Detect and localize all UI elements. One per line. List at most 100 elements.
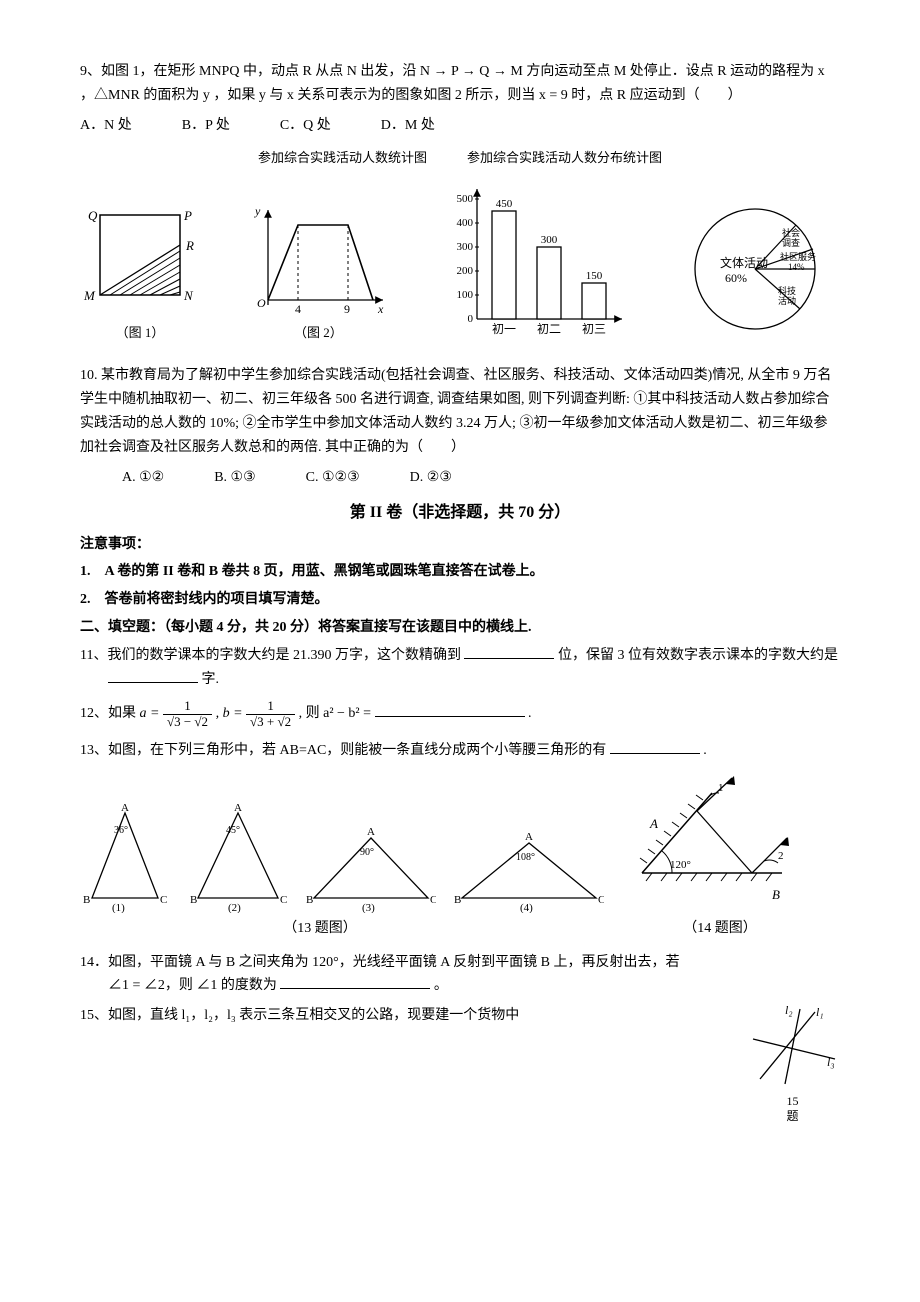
q14-l2wrap: ∠1 = ∠2，则 ∠1 的度数为 。 xyxy=(80,974,840,998)
svg-text:B: B xyxy=(454,894,461,906)
notice-head: 注意事项： xyxy=(80,533,840,557)
bar-chart: 0 100 200 300 400 500 450 初一 300 初二 150 … xyxy=(437,179,627,344)
svg-text:C: C xyxy=(280,894,287,906)
blank-14 xyxy=(280,974,430,989)
question-10: 10. 某市教育局为了解初中学生参加综合实践活动(包括社会调查、社区服务、科技活… xyxy=(80,364,840,459)
tri-1: A B C 36° (1) xyxy=(80,803,170,913)
pie-s3: 科技活动 xyxy=(778,285,796,306)
svg-text:(4): (4) xyxy=(520,902,533,913)
q11b: 位，保留 3 位有效数字表示课本的字数大约是 xyxy=(558,648,838,663)
question-11: 11、我们的数学课本的字数大约是 21.390 万字，这个数精确到 位，保留 3… xyxy=(80,644,840,692)
question-12: 12、如果 a = 1 √3 − √2 , b = 1 √3 + √2 , 则 … xyxy=(80,699,840,729)
svg-text:C: C xyxy=(160,894,167,906)
q9-opt-c: C．Q 处 xyxy=(280,114,331,138)
pie-main-p: 60% xyxy=(725,271,747,285)
q10-d: D. ②③ xyxy=(410,466,452,490)
q10-a: A. ①② xyxy=(122,466,164,490)
q14-l2: ∠1 = ∠2，则 ∠1 的度数为 xyxy=(108,978,277,993)
bv2: 300 xyxy=(540,234,557,246)
yt1: 100 xyxy=(456,289,473,301)
svg-text:B: B xyxy=(190,894,197,906)
bl2: 初二 xyxy=(537,322,561,336)
yt3: 300 xyxy=(456,241,473,253)
bv1: 450 xyxy=(495,198,512,210)
svg-text:B: B xyxy=(83,894,90,906)
yt5: 500 xyxy=(456,193,473,205)
frac1: 1 √3 − √2 xyxy=(163,699,212,729)
svg-text:A: A xyxy=(525,831,533,843)
question-9: 9、如图 1，在矩形 MNPQ 中，动点 R 从点 N 出发，沿 N → P →… xyxy=(80,60,840,108)
svg-text:l₁: l₁ xyxy=(816,1005,824,1019)
q9-text: 9、如图 1，在矩形 MNPQ 中，动点 R 从点 N 出发，沿 N → P →… xyxy=(80,64,825,103)
q10-c: C. ①②③ xyxy=(306,466,360,490)
q12-dot: . xyxy=(528,706,532,721)
lbl-M: M xyxy=(83,288,96,303)
triangle-row: A B C 36° (1) A B C 45° (2) A B C 90° (3… xyxy=(80,773,840,913)
svg-text:2: 2 xyxy=(778,850,784,862)
pie-title: 参加综合实践活动人数分布统计图 xyxy=(467,147,662,169)
question-13: 13、如图，在下列三角形中，若 AB=AC，则能被一条直线分成两个小等腰三角形的… xyxy=(80,739,840,763)
frac2: 1 √3 + √2 xyxy=(246,699,295,729)
roads-fig: l₁ l₂ l₃ 15题 xyxy=(745,1004,840,1123)
fig1-cap: （图 1） xyxy=(80,322,200,344)
roads-cap: 15题 xyxy=(745,1094,840,1123)
svg-text:B: B xyxy=(306,894,313,906)
bl3: 初三 xyxy=(582,322,606,336)
svg-text:(3): (3) xyxy=(362,902,375,913)
question-14: 14．如图，平面镜 A 与 B 之间夹角为 120°，光线经平面镜 A 反射到平… xyxy=(80,951,840,999)
q12-pre: 12、如果 xyxy=(80,706,140,721)
cap-13: （13 题图） xyxy=(283,917,357,941)
q10-text: 10. 某市教育局为了解初中学生参加综合实践活动(包括社会调查、社区服务、科技活… xyxy=(80,368,831,454)
svg-text:120°: 120° xyxy=(670,859,691,871)
q10-options: A. ①② B. ①③ C. ①②③ D. ②③ xyxy=(80,466,840,490)
q14-l1: 14．如图，平面镜 A 与 B 之间夹角为 120°，光线经平面镜 A 反射到平… xyxy=(80,951,840,975)
svg-text:A: A xyxy=(649,816,658,831)
tri-2: A B C 45° (2) xyxy=(188,803,288,913)
lbl-P: P xyxy=(183,208,192,223)
svg-text:l₂: l₂ xyxy=(785,1004,793,1017)
lbl-x: x xyxy=(377,302,384,316)
bar-svg: 0 100 200 300 400 500 450 初一 300 初二 150 … xyxy=(437,179,627,344)
q9-opt-d: D．M 处 xyxy=(381,114,435,138)
svg-text:A: A xyxy=(234,803,242,814)
tri-3: A B C 90° (3) xyxy=(306,823,436,913)
frac2-num: 1 xyxy=(246,699,295,714)
pie-svg: 文体活动 60% 社会调查 社区服务14% 科技活动 xyxy=(670,194,840,344)
svg-text:A: A xyxy=(121,803,129,814)
pie-main-l: 文体活动 xyxy=(720,255,768,270)
pie-s1: 社会调查 xyxy=(782,227,800,248)
lbl-9: 9 xyxy=(344,302,350,316)
svg-text:B: B xyxy=(772,887,780,902)
question-15: 15、如图，直线 l₁，l₂，l₃ 表示三条互相交叉的公路，现要建一个货物中 xyxy=(80,1004,840,1028)
blank-11a xyxy=(464,644,554,659)
svg-text:(1): (1) xyxy=(112,902,125,913)
q13-dot: . xyxy=(703,743,707,758)
svg-text:1: 1 xyxy=(718,782,724,794)
q15-text: 15、如图，直线 l₁，l₂，l₃ 表示三条互相交叉的公路，现要建一个货物中 xyxy=(80,1008,519,1023)
q9-opt-b: B．P 处 xyxy=(182,114,230,138)
section2-title: 第 II 卷（非选择题，共 70 分） xyxy=(80,499,840,526)
fig2-cap: （图 2） xyxy=(243,322,393,344)
svg-text:45°: 45° xyxy=(226,825,240,836)
q9-opt-a: A．N 处 xyxy=(80,114,132,138)
figure-row-1: Q P R M N （图 1） O 4 9 x y （图 2） xyxy=(80,179,840,344)
fill-title: 二、填空题：（每小题 4 分，共 20 分）将答案直接写在该题目中的横线上. xyxy=(80,616,840,640)
svg-text:90°: 90° xyxy=(360,847,374,858)
fig2-graph: O 4 9 x y （图 2） xyxy=(243,200,393,344)
svg-text:A: A xyxy=(367,826,375,838)
q11a: 11、我们的数学课本的字数大约是 21.390 万字，这个数精确到 xyxy=(80,648,461,663)
q9-options: A．N 处 B．P 处 C．Q 处 D．M 处 xyxy=(80,114,840,138)
q12-a: a = xyxy=(140,706,160,721)
svg-text:108°: 108° xyxy=(516,852,535,863)
q13-text: 13、如图，在下列三角形中，若 AB=AC，则能被一条直线分成两个小等腰三角形的… xyxy=(80,743,606,758)
fig-captions-row: （13 题图） （14 题图） xyxy=(80,917,840,941)
q10-b: B. ①③ xyxy=(214,466,255,490)
stat-chart-titles: 参加综合实践活动人数统计图 参加综合实践活动人数分布统计图 xyxy=(80,147,840,169)
blank-11b xyxy=(108,668,198,683)
mirror-fig: 120° 1 2 A B xyxy=(622,773,792,913)
q12-b: , b = xyxy=(216,706,243,721)
notice-1: 1. A 卷的第 II 卷和 B 卷共 8 页，用蓝、黑钢笔或圆珠笔直接答在试卷… xyxy=(80,560,840,584)
lbl-N: N xyxy=(183,288,194,303)
q12-post: , 则 a² − b² = xyxy=(299,706,375,721)
svg-text:36°: 36° xyxy=(114,825,128,836)
